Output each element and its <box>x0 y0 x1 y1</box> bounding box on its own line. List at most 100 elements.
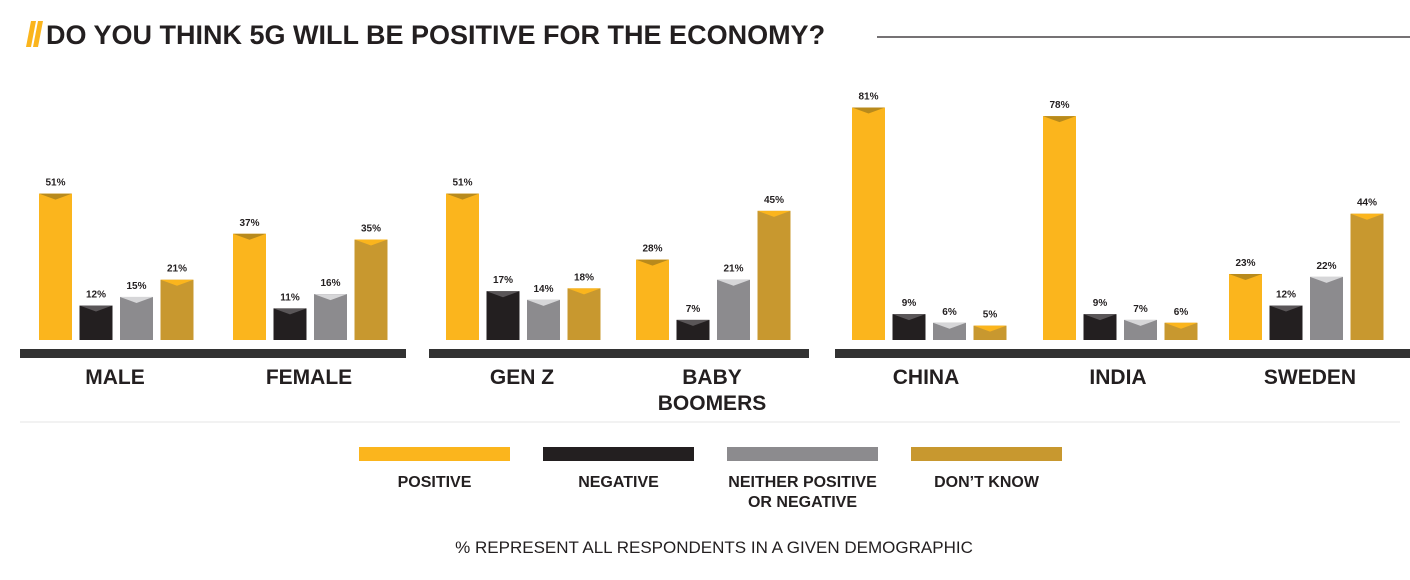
bar-cap <box>233 233 266 240</box>
bar-neither <box>717 279 750 340</box>
legend-swatch <box>359 447 510 461</box>
data-label: 78% <box>1049 100 1069 111</box>
data-label: 81% <box>858 92 878 103</box>
data-label: 23% <box>1235 258 1255 269</box>
data-label: 44% <box>1357 198 1377 209</box>
category-label: BOOMERS <box>658 392 767 415</box>
data-label: 6% <box>942 307 957 318</box>
bar-cap <box>567 288 601 295</box>
panel-axis-bar <box>20 349 406 358</box>
bar-cap <box>852 107 885 114</box>
legend-swatch <box>727 447 878 461</box>
data-label: 45% <box>764 195 784 206</box>
data-label: 37% <box>239 218 259 229</box>
data-label: 5% <box>983 310 998 321</box>
bar-cap <box>1083 314 1117 321</box>
bar-dont-know <box>757 210 791 340</box>
bar-cap <box>486 291 520 298</box>
data-label: 18% <box>574 272 594 283</box>
data-label: 28% <box>642 244 662 255</box>
bar-positive <box>852 107 885 340</box>
data-label: 6% <box>1174 307 1189 318</box>
legend-label: NEGATIVE <box>578 474 659 491</box>
bar-positive <box>1229 273 1262 340</box>
bar-cap <box>160 279 194 286</box>
category-label: FEMALE <box>266 366 352 389</box>
bar-positive <box>39 193 72 340</box>
data-label: 7% <box>1133 304 1148 315</box>
bar-neither <box>1310 276 1343 340</box>
data-label: 15% <box>126 281 146 292</box>
bar-dont-know <box>160 279 194 340</box>
bar-dont-know <box>354 239 388 340</box>
data-label: 11% <box>280 292 300 303</box>
data-label: 7% <box>686 304 701 315</box>
bar-cap <box>1043 116 1076 123</box>
data-label: 51% <box>452 178 472 189</box>
category-label: BABY <box>682 366 742 389</box>
footnote: % REPRESENT ALL RESPONDENTS IN A GIVEN D… <box>455 538 973 557</box>
panel-axis-bar <box>835 349 1410 358</box>
bar-dont-know <box>1164 322 1198 340</box>
bar-cap <box>354 239 388 246</box>
bar-cap <box>314 294 347 301</box>
bar-dont-know <box>973 325 1007 340</box>
bar-neither <box>120 296 153 340</box>
category-label: SWEDEN <box>1264 366 1356 389</box>
bar-cap <box>527 299 560 306</box>
bar-cap <box>79 305 113 312</box>
bar-positive <box>233 233 266 340</box>
bar-cap <box>1124 319 1157 326</box>
bar-neither <box>527 299 560 340</box>
bar-cap <box>1269 305 1303 312</box>
bar-neither <box>933 322 966 340</box>
data-label: 21% <box>167 264 187 275</box>
bar-positive <box>636 259 669 340</box>
bar-cap <box>120 296 153 303</box>
category-label: INDIA <box>1089 366 1146 389</box>
bar-cap <box>446 193 479 200</box>
bar-cap <box>1229 273 1262 280</box>
bar-cap <box>1350 213 1384 220</box>
legend-label: DON’T KNOW <box>934 474 1040 491</box>
category-label: GEN Z <box>490 366 554 389</box>
bar-cap <box>933 322 966 329</box>
category-label: CHINA <box>893 366 960 389</box>
bar-cap <box>1310 276 1343 283</box>
data-label: 51% <box>45 178 65 189</box>
bar-cap <box>717 279 750 286</box>
data-label: 17% <box>493 275 513 286</box>
data-label: 9% <box>1093 298 1108 309</box>
bar-cap <box>39 193 72 200</box>
data-label: 35% <box>361 224 381 235</box>
data-label: 12% <box>86 290 106 301</box>
bar-cap <box>892 314 926 321</box>
bar-neither <box>314 294 347 340</box>
legend-label: NEITHER POSITIVE <box>728 474 877 491</box>
legend-label: OR NEGATIVE <box>748 494 857 511</box>
bar-positive <box>446 193 479 340</box>
bar-cap <box>757 210 791 217</box>
bar-dont-know <box>1350 213 1384 340</box>
data-label: 21% <box>723 264 743 275</box>
legend: POSITIVE NEGATIVE NEITHER POSITIVE OR NEGAT… <box>359 447 1062 511</box>
category-label: MALE <box>85 366 145 389</box>
data-label: 22% <box>1316 261 1336 272</box>
legend-swatch <box>543 447 694 461</box>
bar-dont-know <box>567 288 601 340</box>
data-label: 12% <box>1276 290 1296 301</box>
bar-cap <box>636 259 669 266</box>
data-label: 16% <box>320 278 340 289</box>
bars-layer <box>20 107 1410 358</box>
bar-cap <box>676 319 710 326</box>
legend-swatch <box>911 447 1062 461</box>
bar-positive <box>1043 116 1076 340</box>
bar-cap <box>973 325 1007 332</box>
legend-label: POSITIVE <box>398 474 472 491</box>
panel-axis-bar <box>429 349 809 358</box>
bar-neither <box>1124 319 1157 340</box>
bar-negative <box>486 291 520 340</box>
bar-cap <box>1164 322 1198 329</box>
labels-layer: 51% 12% 15% 21% MALE 37% 11% 16% 35% FEMALE 51% 17%… <box>45 92 1377 415</box>
title-slashes <box>26 21 43 47</box>
